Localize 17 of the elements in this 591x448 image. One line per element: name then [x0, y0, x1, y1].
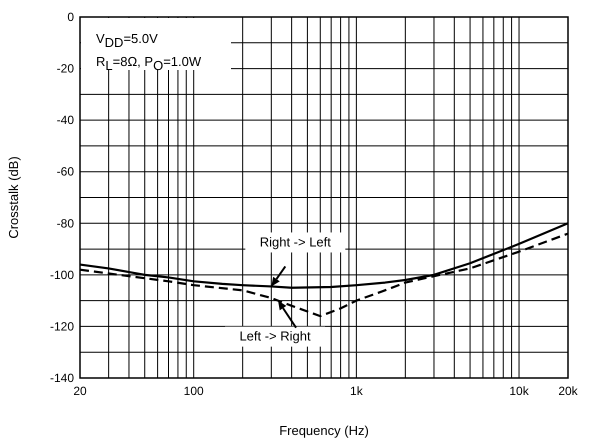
- y-tick-label: -120: [50, 319, 74, 334]
- x-tick-label: 100: [184, 384, 204, 398]
- annotation: Right -> Left: [260, 234, 332, 250]
- x-tick-label: 20k: [558, 384, 579, 398]
- y-tick-label: -100: [50, 268, 74, 282]
- y-tick-label: -80: [56, 216, 74, 230]
- y-tick-label: 0: [67, 10, 74, 24]
- x-axis-title: Frequency (Hz): [279, 423, 369, 438]
- y-tick-label: -140: [50, 371, 74, 385]
- y-tick-label: -20: [56, 62, 74, 76]
- x-tick-label: 1k: [350, 384, 364, 398]
- y-tick-label: -40: [56, 113, 74, 128]
- y-tick-label: -60: [56, 164, 74, 179]
- annotation: Left -> Right: [239, 328, 312, 344]
- x-tick-label: 10k: [509, 384, 530, 398]
- y-axis-title: Crosstalk (dB): [6, 156, 21, 239]
- x-tick-label: 20: [73, 384, 87, 398]
